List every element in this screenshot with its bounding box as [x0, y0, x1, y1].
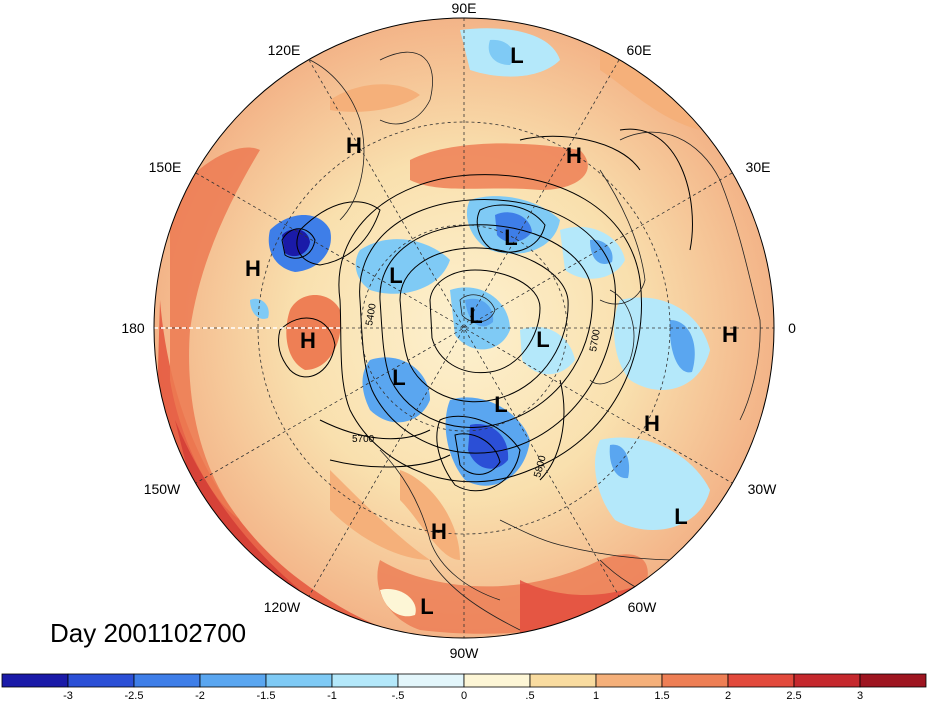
colorbar-tick-label: -1	[327, 690, 337, 702]
lon-label-150w: 150W	[144, 481, 181, 497]
colorbar-swatch	[67, 673, 135, 688]
colorbar-tick-label: -1.5	[257, 690, 276, 702]
high-center-marker: H	[431, 519, 447, 544]
contour-label: 5700	[352, 434, 375, 445]
colorbar-swatch	[1, 673, 69, 688]
colorbar-ticks: -3 -2.5 -2 -1.5 -1 -.5 0 .5 1 1.5 2 2.5 3	[63, 690, 863, 702]
graticule	[154, 18, 774, 638]
colorbar-tick-label: 2	[725, 690, 731, 702]
colorbar-swatch	[463, 673, 531, 688]
low-center-marker: L	[420, 594, 433, 619]
coastlines	[309, 51, 761, 631]
lon-label-30w: 30W	[748, 481, 778, 497]
colorbar: -3 -2.5 -2 -1.5 -1 -.5 0 .5 1 1.5 2 2.5 3	[1, 673, 927, 702]
colorbar-tick-label: 1.5	[654, 690, 669, 702]
colorbar-swatch	[199, 673, 267, 688]
lon-label-150e: 150E	[149, 159, 182, 175]
height-contours	[277, 128, 693, 492]
colorbar-tick-label: -2.5	[125, 690, 144, 702]
lon-label-90e: 90E	[452, 0, 477, 16]
low-center-marker: L	[469, 303, 482, 328]
colorbar-tick-label: 3	[857, 690, 863, 702]
polar-map: 90E 60E 30E 0 30W 60W 90W 120W 150W 180 …	[121, 0, 796, 661]
high-center-marker: H	[245, 256, 261, 281]
lon-label-180: 180	[121, 320, 145, 336]
lon-label-60w: 60W	[628, 599, 658, 615]
colorbar-tick-label: -.5	[392, 690, 405, 702]
low-center-marker: L	[510, 43, 523, 68]
colorbar-swatch	[661, 673, 729, 688]
longitude-labels: 90E 60E 30E 0 30W 60W 90W 120W 150W 180 …	[121, 0, 796, 661]
contour-label: 5400	[364, 302, 379, 326]
lon-label-90w: 90W	[450, 645, 480, 661]
colorbar-tick-label: 1	[593, 690, 599, 702]
day-label: Day 2001102700	[50, 618, 247, 648]
map-boundary	[153, 17, 775, 639]
high-center-marker: H	[722, 322, 738, 347]
colorbar-swatch	[265, 673, 333, 688]
lon-label-120w: 120W	[264, 599, 301, 615]
low-center-marker: L	[389, 263, 402, 288]
high-center-marker: H	[346, 133, 362, 158]
colorbar-swatch	[727, 673, 795, 688]
low-center-marker: L	[536, 327, 549, 352]
colorbar-swatch	[859, 673, 927, 688]
high-center-marker: H	[566, 143, 582, 168]
colorbar-swatch	[793, 673, 861, 688]
low-center-marker: L	[392, 365, 405, 390]
colorbar-swatch	[133, 673, 201, 688]
colorbar-swatch	[331, 673, 399, 688]
colorbar-tick-label: .5	[525, 690, 534, 702]
low-center-marker: L	[494, 392, 507, 417]
lon-label-30e: 30E	[746, 159, 771, 175]
colorbar-tick-label: -2	[195, 690, 205, 702]
lon-label-0: 0	[788, 320, 796, 336]
lon-label-120e: 120E	[268, 42, 301, 58]
colorbar-swatch	[529, 673, 597, 688]
colorbar-tick-label: 0	[461, 690, 467, 702]
colorbar-swatch	[595, 673, 663, 688]
lon-label-60e: 60E	[627, 42, 652, 58]
low-center-marker: L	[504, 225, 517, 250]
colorbar-tick-label: -3	[63, 690, 73, 702]
contour-label: 5700	[588, 328, 603, 352]
high-center-marker: H	[300, 328, 316, 353]
colorbar-tick-label: 2.5	[786, 690, 801, 702]
pressure-centers: L H H L H L H L L H L L H L H L	[245, 43, 738, 619]
colorbar-swatch	[397, 673, 465, 688]
high-center-marker: H	[644, 411, 660, 436]
colorbar-swatches	[1, 673, 927, 688]
low-center-marker: L	[674, 504, 687, 529]
